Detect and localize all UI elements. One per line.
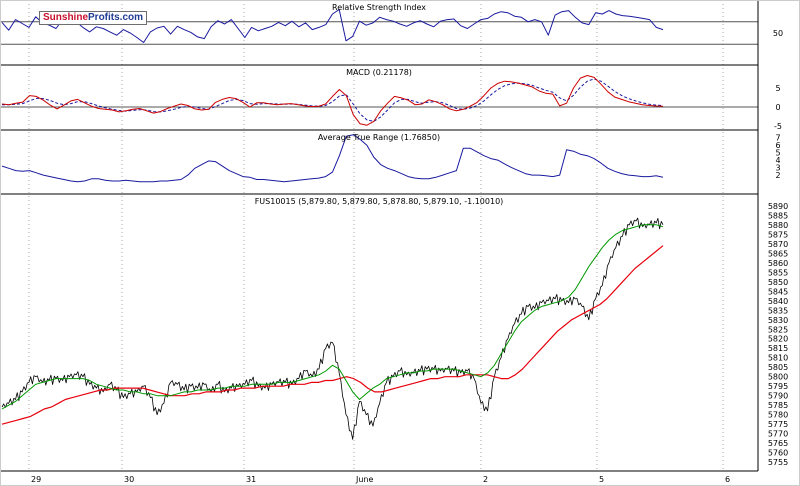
date-tick-label: 29	[31, 475, 41, 484]
date-tick-label: June	[355, 475, 374, 484]
price-line	[1, 217, 664, 440]
macd-title: MACD (0.21178)	[346, 68, 412, 77]
watermark-logo: SunshineProfits.com	[39, 11, 148, 25]
price-tick-label: 5800	[768, 373, 788, 382]
date-tick-label: 2	[483, 475, 488, 484]
price-tick-label: 5790	[768, 392, 788, 401]
atr-tick-label: 3	[775, 164, 780, 173]
price-tick-label: 5755	[768, 458, 788, 467]
date-tick-label: 6	[725, 475, 730, 484]
price-tick-label: 5795	[768, 382, 788, 391]
price-tick-label: 5785	[768, 401, 788, 410]
price-tick-label: 5780	[768, 411, 788, 420]
atr-tick-label: 5	[775, 149, 780, 158]
price-tick-label: 5850	[768, 278, 788, 287]
price-title: FUS10015 (5,879.80, 5,879.80, 5,878.80, …	[255, 197, 504, 206]
price-tick-label: 5820	[768, 335, 788, 344]
watermark-part2: Profits.com	[88, 12, 144, 23]
macd-tick-label: 0	[775, 103, 780, 112]
macd-signal-line	[2, 78, 664, 122]
atr-tick-label: 7	[775, 134, 780, 143]
price-tick-label: 5890	[768, 202, 788, 211]
macd-tick-label: 5	[775, 84, 780, 93]
rsi-tick-label: 50	[773, 29, 783, 38]
date-tick-label: 30	[124, 475, 134, 484]
price-tick-label: 5860	[768, 259, 788, 268]
price-tick-label: 5830	[768, 316, 788, 325]
price-tick-label: 5875	[768, 230, 788, 239]
atr-tick-label: 6	[775, 141, 780, 150]
price-tick-label: 5835	[768, 306, 788, 315]
price-tick-label: 5845	[768, 287, 788, 296]
rsi-title: Relative Strength Index	[332, 3, 426, 12]
date-tick-label: 5	[599, 475, 604, 484]
macd-tick-label: -5	[774, 122, 782, 131]
price-tick-label: 5770	[768, 430, 788, 439]
price-tick-label: 5825	[768, 325, 788, 334]
ma-fast-line	[1, 224, 664, 410]
price-tick-label: 5775	[768, 420, 788, 429]
price-tick-label: 5805	[768, 363, 788, 372]
price-tick-label: 5840	[768, 297, 788, 306]
watermark-part1: Sunshine	[43, 12, 89, 23]
atr-tick-label: 2	[775, 171, 780, 180]
date-tick-label: 31	[246, 475, 256, 484]
price-tick-label: 5870	[768, 240, 788, 249]
atr-line	[1, 134, 664, 183]
price-tick-label: 5855	[768, 268, 788, 277]
atr-tick-label: 4	[775, 156, 780, 165]
price-tick-label: 5880	[768, 221, 788, 230]
macd-line	[1, 75, 664, 126]
price-tick-label: 5865	[768, 249, 788, 258]
price-tick-label: 5810	[768, 354, 788, 363]
price-tick-label: 5760	[768, 449, 788, 458]
ma-slow-line	[1, 245, 664, 425]
rsi-line	[1, 9, 664, 43]
atr-title: Average True Range (1.76850)	[318, 133, 440, 142]
price-tick-label: 5765	[768, 439, 788, 448]
price-tick-label: 5815	[768, 344, 788, 353]
price-tick-label: 5885	[768, 211, 788, 220]
